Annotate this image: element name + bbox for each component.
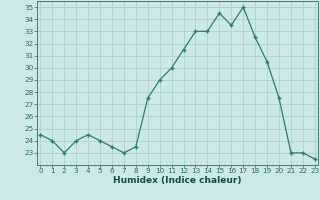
X-axis label: Humidex (Indice chaleur): Humidex (Indice chaleur)	[113, 176, 242, 185]
